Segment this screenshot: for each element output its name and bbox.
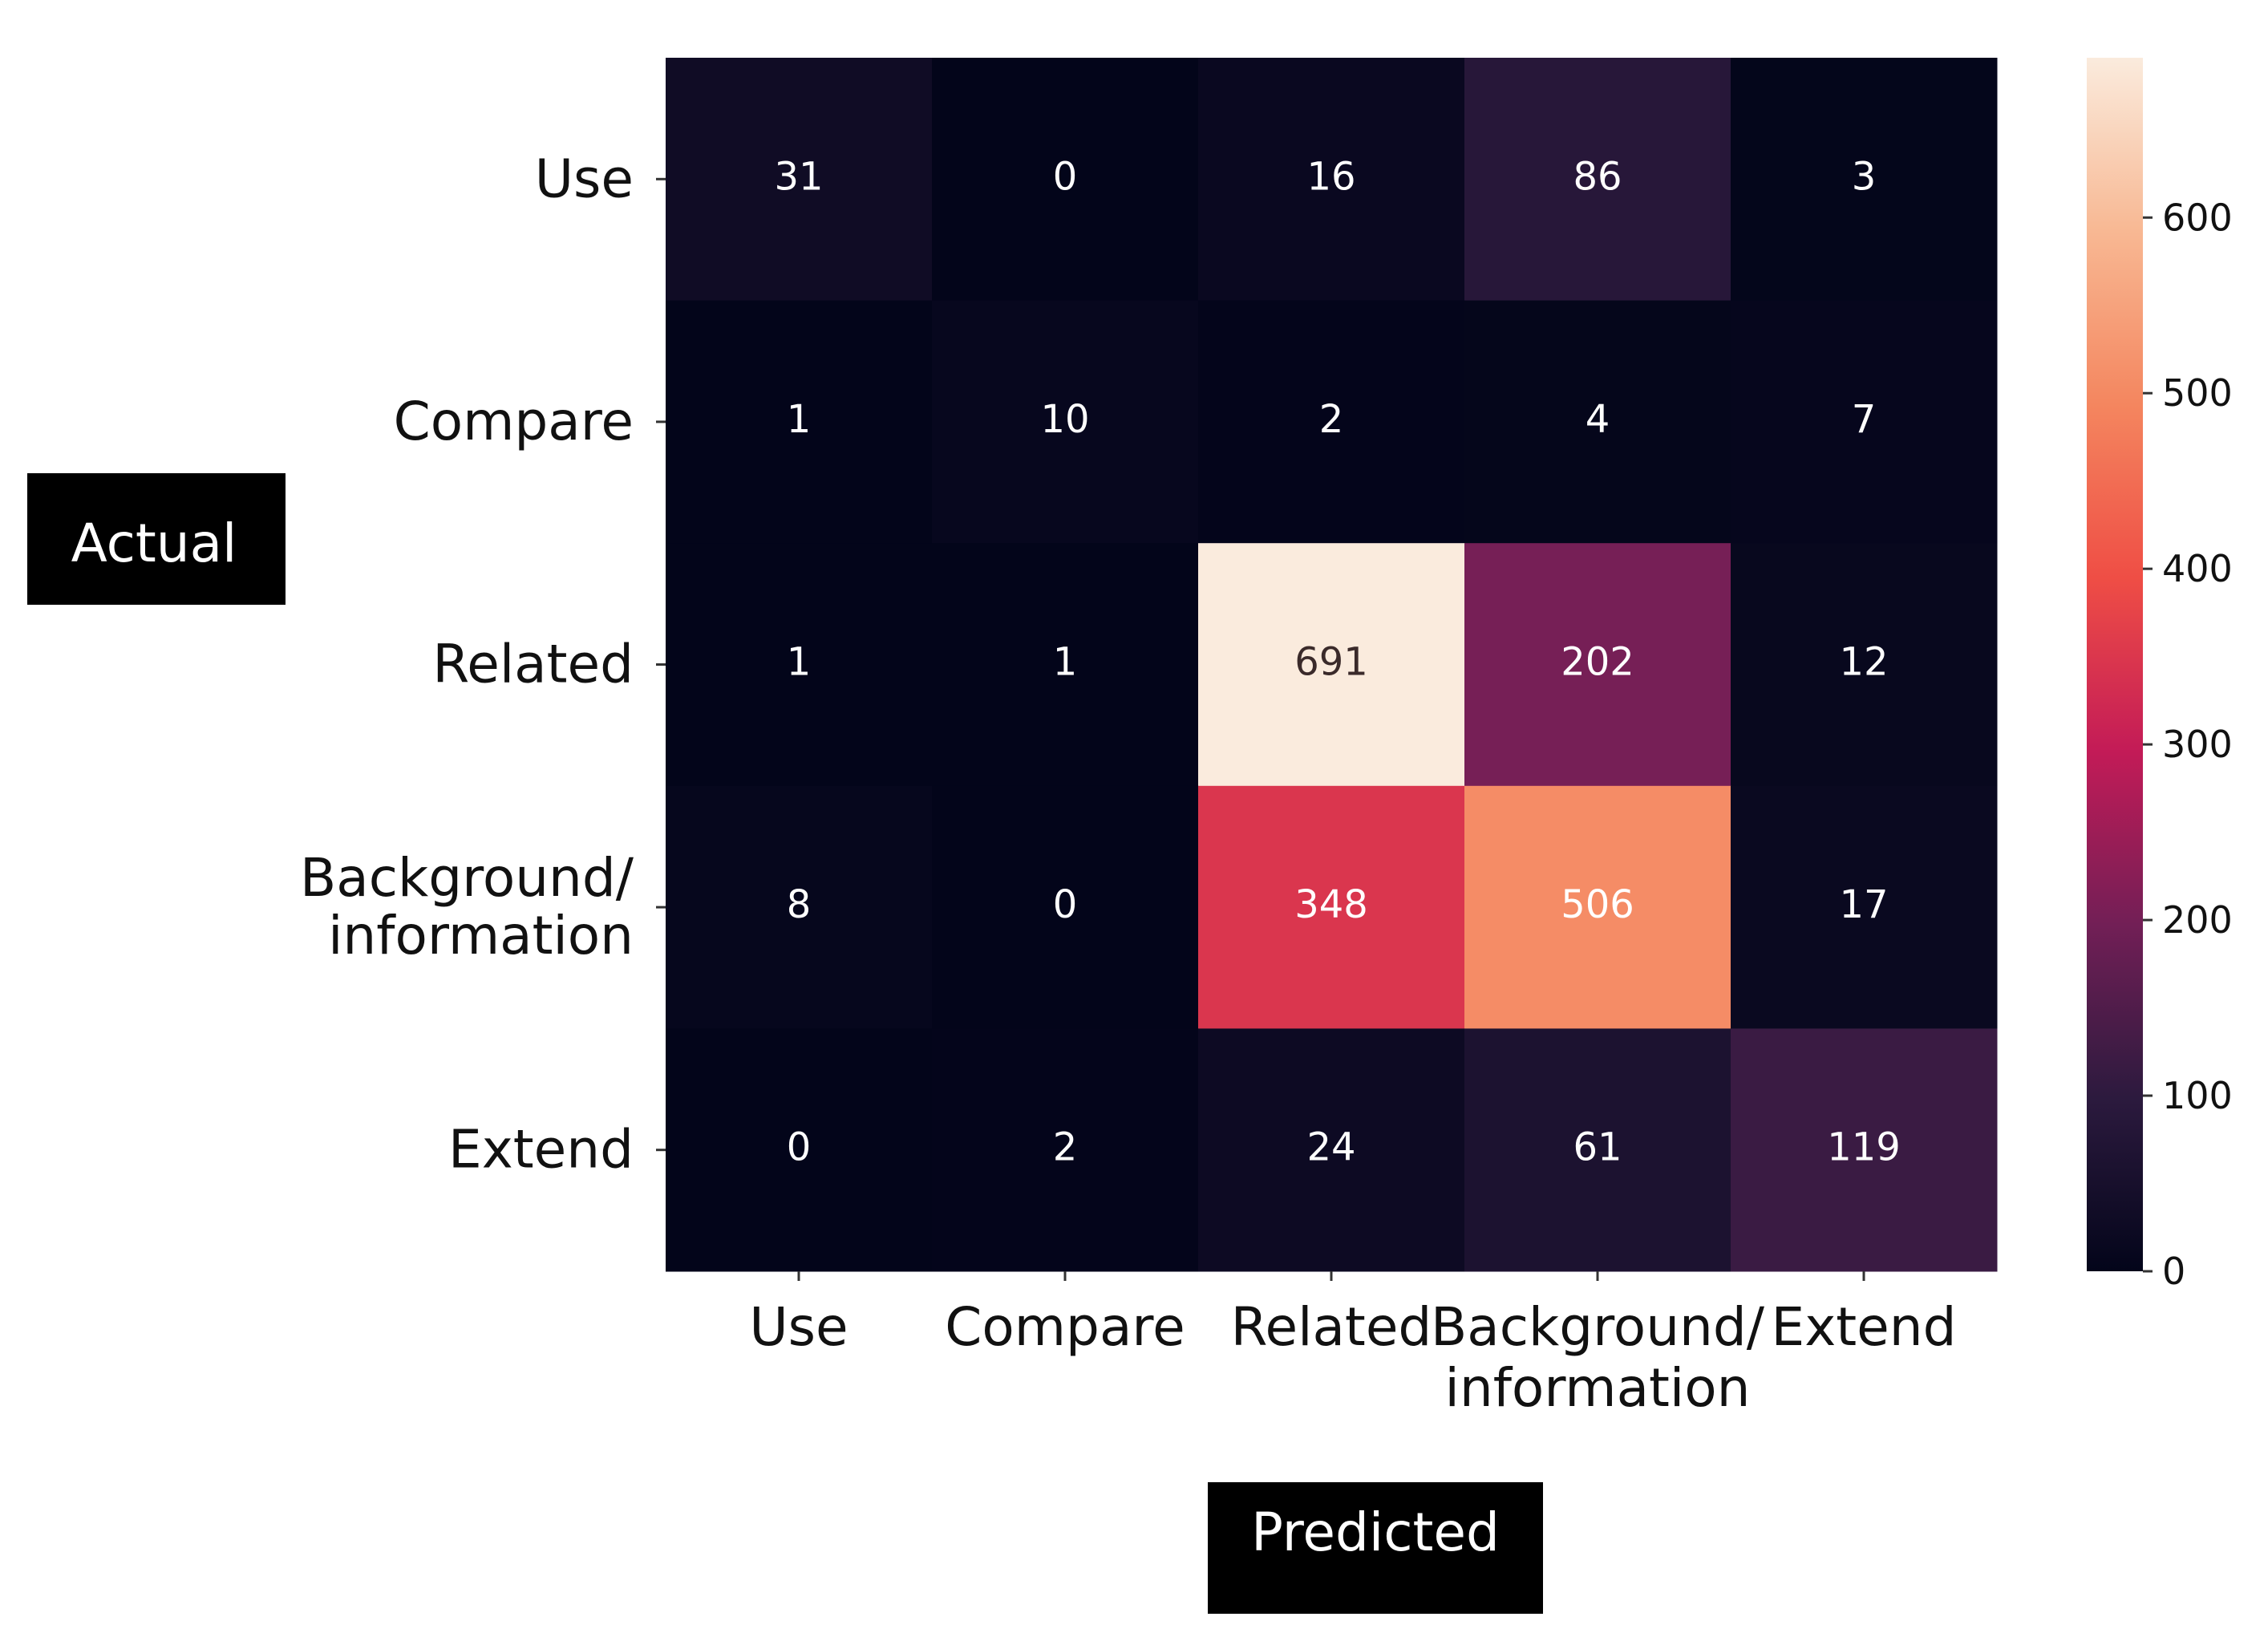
y-tick-label: Extend	[448, 1119, 634, 1181]
heatmap-cell	[666, 543, 933, 787]
cell-value-label: 7	[1852, 397, 1877, 442]
cell-value-label: 1	[1053, 640, 1078, 685]
heatmap-cell	[1198, 58, 1465, 302]
cell-annotations: 31 0 16 86 31 10 2 4 71 1 691 202 128 0 348 506 170 2 24 61…	[774, 154, 1900, 1169]
cell-value-label: 10	[1040, 397, 1089, 442]
heatmap-cell	[1198, 300, 1465, 544]
heatmap-cell	[932, 58, 1199, 302]
y-axis-title-background	[27, 473, 286, 605]
heatmap-cell	[1464, 58, 1731, 302]
cell-value-label: 86	[1573, 154, 1622, 199]
colorbar: 0 100 200 300 400 500 600	[2087, 58, 2233, 1293]
heatmap-cell	[932, 1028, 1199, 1272]
cell-value-label: 1	[787, 397, 812, 442]
heatmap-cell	[1731, 300, 1998, 544]
y-tick-label: Background/information	[300, 847, 634, 966]
heatmap-cell	[666, 785, 933, 1029]
heatmap-cell	[932, 785, 1199, 1029]
cell-value-label: 0	[787, 1125, 812, 1170]
cell-value-label: 61	[1573, 1125, 1622, 1170]
colorbar-gradient	[2087, 58, 2143, 1271]
colorbar-tick-label: 600	[2162, 196, 2233, 239]
cell-value-label: 12	[1839, 640, 1888, 685]
x-tick-label: Extend	[1772, 1296, 1957, 1358]
cell-value-label: 691	[1294, 640, 1368, 685]
cell-value-label: 24	[1306, 1125, 1355, 1170]
heatmap-cell	[1198, 1028, 1465, 1272]
heatmap-cell	[1731, 785, 1998, 1029]
cell-value-label: 17	[1839, 882, 1888, 927]
colorbar-tick-label: 0	[2162, 1250, 2185, 1293]
y-axis: Use Compare Related Background/information E…	[300, 148, 666, 1181]
x-axis: Use Compare RelatedBackground/informationE…	[749, 1271, 1956, 1419]
cell-value-label: 119	[1827, 1125, 1901, 1170]
x-tick-label: Compare	[945, 1296, 1185, 1358]
cell-value-label: 0	[1053, 882, 1078, 927]
cell-value-label: 348	[1294, 882, 1368, 927]
cell-value-label: 3	[1852, 154, 1877, 199]
y-tick-label: Use	[535, 148, 634, 209]
y-axis-title-box: Actual	[27, 473, 286, 605]
x-tick-label: Related	[1231, 1296, 1432, 1358]
heatmap-cell	[1198, 543, 1465, 787]
cell-value-label: 2	[1319, 397, 1344, 442]
cell-value-label: 16	[1306, 154, 1355, 199]
cell-value-label: 4	[1586, 397, 1610, 442]
y-axis-title: Actual	[71, 513, 237, 574]
colorbar-tick-label: 300	[2162, 723, 2233, 766]
heatmap-cell	[1731, 1028, 1998, 1272]
heatmap-cell	[1464, 1028, 1731, 1272]
colorbar-tick-label: 100	[2162, 1074, 2233, 1117]
cell-value-label: 0	[1053, 154, 1078, 199]
cell-value-label: 202	[1561, 640, 1634, 685]
heatmap-cell	[932, 300, 1199, 544]
heatmap-cell	[1198, 785, 1465, 1029]
cell-value-label: 8	[787, 882, 812, 927]
heatmap-cell	[932, 543, 1199, 787]
heatmap-cell	[666, 58, 933, 302]
heatmap-cell	[1464, 543, 1731, 787]
cell-value-label: 1	[787, 640, 812, 685]
colorbar-tick-label: 500	[2162, 371, 2233, 415]
x-axis-title-background	[1208, 1482, 1543, 1614]
cell-value-label: 31	[774, 154, 823, 199]
heatmap-cell	[1731, 58, 1998, 302]
x-tick-label: Use	[749, 1296, 848, 1358]
heatmap-cell	[1464, 300, 1731, 544]
cell-value-label: 506	[1561, 882, 1634, 927]
colorbar-tick-label: 400	[2162, 547, 2233, 590]
heatmap-cell	[1731, 543, 1998, 787]
x-axis-title-box: Predicted	[1208, 1482, 1543, 1614]
heatmap-cell	[666, 1028, 933, 1272]
colorbar-tick-label: 200	[2162, 898, 2233, 942]
cell-value-label: 2	[1053, 1125, 1078, 1170]
heatmap-cell	[666, 300, 933, 544]
heatmap-cells	[666, 58, 1998, 1272]
y-tick-label: Compare	[394, 391, 634, 452]
x-axis-title: Predicted	[1251, 1501, 1500, 1563]
heatmap-cell	[1464, 785, 1731, 1029]
y-tick-label: Related	[432, 634, 634, 695]
x-tick-label: Background/information	[1431, 1296, 1765, 1419]
